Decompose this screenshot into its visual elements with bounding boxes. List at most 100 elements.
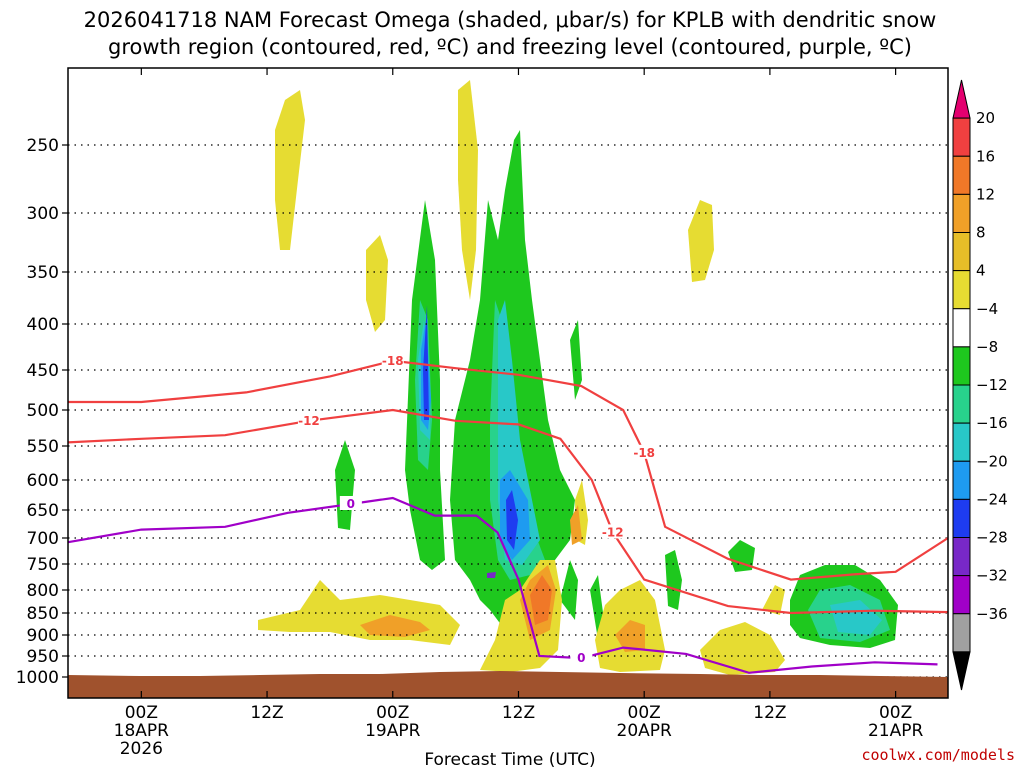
colorbar-label: −12 (976, 376, 1008, 394)
colorbar-label: 16 (976, 147, 995, 165)
plot-frame (67, 67, 949, 699)
y-tick-label: 350 (27, 263, 59, 283)
contour-label: -12 (298, 414, 320, 428)
contour-label-bg (570, 650, 593, 665)
colorbar-label: −32 (976, 567, 1008, 585)
contour-label-bg (339, 496, 362, 510)
shade-deepblue-core-upper (423, 305, 429, 420)
colorbar-label: −16 (976, 414, 1008, 432)
contour-freezing-level (67, 496, 938, 674)
y-tick-label: 400 (27, 315, 59, 335)
contour-label: 0 (577, 651, 585, 665)
y-tick-label: 950 (27, 647, 59, 667)
chart-title-line1: 2026041718 NAM Forecast Omega (shaded, μ… (84, 8, 937, 32)
x-tick-label: 12Z (502, 703, 535, 723)
colorbar-swatch (952, 460, 971, 500)
y-tick-label: 300 (27, 204, 59, 224)
contour-dendritic-top (68, 359, 949, 581)
colorbar-swatch (952, 575, 971, 615)
colorbar-label: −8 (976, 338, 998, 356)
colorbar-top-arrow (952, 79, 971, 119)
contour-label-bg (601, 524, 624, 539)
x-tick-label: 00Z (125, 703, 158, 723)
y-tick-label: 500 (27, 401, 59, 421)
colorbar-label: 12 (976, 185, 995, 203)
y-tick-label: 650 (27, 501, 59, 521)
shade-darkorange-low-center (530, 575, 552, 625)
y-axis-ticks: 2503003504004505005506006507007508008509… (16, 136, 68, 688)
contour-label: -18 (382, 354, 404, 368)
x-tick-label: 18APR (114, 721, 170, 741)
credit-text: coolwx.com/models (861, 746, 1015, 764)
colorbar-label: −24 (976, 490, 1008, 508)
colorbar-label: 20 (976, 109, 995, 127)
contour-dendritic-bottom (67, 408, 949, 615)
y-tick-label: 250 (27, 136, 59, 156)
y-tick-label: 600 (27, 471, 59, 491)
x-axis-label: Forecast Time (UTC) (424, 750, 595, 768)
x-tick-label: 2026 (120, 739, 163, 759)
x-tick-label: 20APR (617, 721, 673, 741)
colorbar-swatch (952, 155, 971, 195)
x-tick-label: 00Z (879, 703, 912, 723)
omega-shading (258, 80, 898, 675)
shade-teal-plume (415, 300, 890, 642)
terrain-ground (68, 671, 948, 698)
y-tick-label: 700 (27, 529, 59, 549)
colorbar-swatch (952, 384, 971, 424)
contour-label-bg (381, 352, 404, 367)
colorbar-swatch (952, 270, 971, 310)
colorbar-swatch (952, 613, 971, 653)
y-tick-label: 800 (27, 581, 59, 601)
contour-label: -18 (633, 446, 655, 460)
x-tick-label: 12Z (250, 703, 283, 723)
y-tick-label: 750 (27, 555, 59, 575)
y-tick-label: 850 (27, 604, 59, 624)
colorbar-label: −28 (976, 529, 1008, 547)
x-tick-label: 21APR (868, 721, 924, 741)
x-tick-label: 00Z (628, 703, 661, 723)
colorbar-label: −4 (976, 300, 998, 318)
shade-orange-low-left (360, 615, 430, 637)
chart-title-line2: growth region (contoured, red, ºC) and f… (108, 35, 912, 59)
shade-yellow-upper-a (275, 90, 305, 250)
shade-yellow-upper-c (366, 235, 388, 332)
shade-deepblue-core-lower (506, 490, 518, 550)
shade-purple-dot (487, 572, 496, 578)
shade-yellow-upper-b (458, 80, 478, 300)
shade-green-plume (335, 130, 898, 648)
contour-label: -12 (602, 525, 624, 539)
y-tick-label: 550 (27, 437, 59, 457)
colorbar-label: −20 (976, 452, 1008, 470)
contour-lines: -18 -18 -12 -12 0 0 (67, 352, 949, 674)
shade-orange-low-center (520, 505, 645, 652)
contour-label-bg (633, 444, 656, 459)
colorbar-label: 8 (976, 224, 986, 242)
y-tick-label: 450 (27, 361, 59, 381)
colorbar-swatch (952, 117, 971, 157)
colorbar-swatch (952, 346, 971, 386)
y-tick-label: 900 (27, 626, 59, 646)
colorbar-swatch (952, 537, 971, 577)
x-tick-label: 00Z (376, 703, 409, 723)
colorbar-swatch (952, 422, 971, 462)
colorbar-label: −36 (976, 605, 1008, 623)
colorbar-bottom-arrow (952, 651, 971, 691)
contour-label-bg (297, 412, 320, 427)
contour-label: 0 (347, 497, 355, 511)
colorbar: 20 16 12 8 4 −4 −8 −12 −16 −20 −24 −28 −32 −36 (952, 79, 1008, 691)
shade-yellow-upper-d (688, 200, 714, 282)
colorbar-swatch (952, 232, 971, 272)
colorbar-swatch (952, 193, 971, 233)
plot-area: -18 -18 -12 -12 0 0 (67, 67, 949, 699)
shade-yellow-low-center (480, 480, 785, 675)
colorbar-swatch (952, 498, 971, 538)
y-tick-label: 1000 (16, 668, 59, 688)
shade-cyan-plume (418, 300, 882, 635)
x-tick-label: 19APR (365, 721, 421, 741)
x-tick-label: 12Z (753, 703, 786, 723)
colorbar-label: 4 (976, 262, 986, 280)
colorbar-swatch (952, 308, 971, 348)
